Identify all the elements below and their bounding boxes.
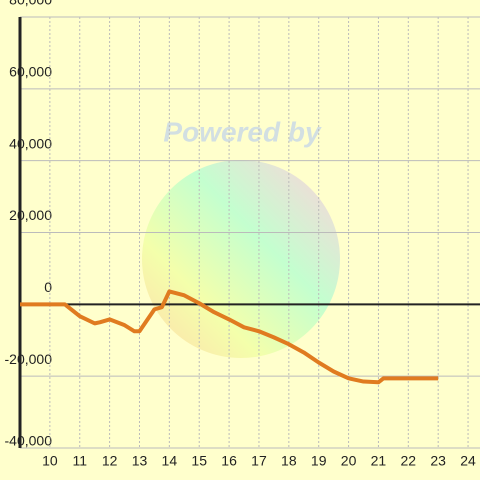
x-tick-label: 17 (251, 453, 267, 469)
x-tick-label: 15 (191, 453, 207, 469)
y-tick-label: 20,000 (9, 207, 52, 223)
x-tick-label: 10 (42, 453, 58, 469)
x-tick-label: 12 (102, 453, 118, 469)
x-tick-label: 21 (371, 453, 387, 469)
y-tick-label: -40,000 (5, 433, 53, 449)
x-tick-label: 14 (162, 453, 178, 469)
y-tick-label: -20,000 (5, 351, 53, 367)
watermark: Powered by (163, 116, 322, 147)
x-tick-label: 24 (460, 453, 476, 469)
y-tick-label: 0 (44, 279, 52, 295)
watermark-logo (142, 160, 340, 358)
y-tick-label: 60,000 (9, 64, 52, 80)
x-tick-label: 16 (221, 453, 237, 469)
x-tick-label: 22 (401, 453, 417, 469)
x-tick-label: 11 (72, 453, 87, 469)
y-tick-label: 40,000 (9, 135, 52, 151)
y-tick-label: 80,000 (9, 0, 52, 8)
x-tick-label: 13 (132, 453, 148, 469)
x-tick-label: 23 (430, 453, 446, 469)
x-tick-label: 18 (281, 453, 297, 469)
x-tick-label: 19 (311, 453, 327, 469)
line (20, 289, 439, 385)
x-tick-label: 20 (341, 453, 357, 469)
